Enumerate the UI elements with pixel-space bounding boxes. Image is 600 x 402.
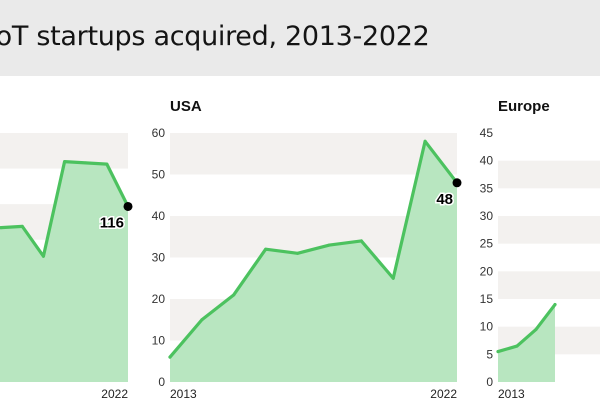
y-tick-label: 20 (152, 292, 166, 306)
y-tick-label: 10 (480, 320, 494, 334)
panel-title: Europe (498, 98, 550, 115)
grid-band (498, 160, 600, 189)
grid-band (170, 133, 457, 175)
panel-title: USA (170, 98, 202, 115)
y-tick-label: 15 (480, 292, 494, 306)
chart-panel-2: USA 0 10 20 30 40 50 60 48 2013 2022 (152, 98, 462, 401)
data-point (41, 254, 45, 258)
chart-panel-3: Europe 0 5 10 15 20 25 30 35 40 45 2013 (480, 98, 600, 401)
data-point (515, 344, 519, 348)
data-point (264, 247, 268, 251)
series-line (496, 302, 557, 354)
y-tick-label: 30 (480, 209, 494, 223)
y-tick-label: 30 (152, 251, 166, 265)
data-point (534, 327, 538, 331)
data-point (391, 276, 395, 280)
y-tick-label: 45 (480, 126, 494, 140)
y-tick-label: 5 (486, 347, 493, 361)
data-point (553, 303, 557, 307)
chart-panel-1: 116 2022 (0, 133, 133, 401)
y-tick-label: 25 (480, 237, 494, 251)
y-tick-label: 60 (152, 126, 166, 140)
y-tick-label: 20 (480, 264, 494, 278)
data-point (105, 162, 109, 166)
data-point (168, 355, 172, 359)
x-tick-label: 2022 (101, 387, 128, 401)
grid-band (498, 271, 600, 299)
y-tick-label: 40 (480, 154, 494, 168)
y-tick-label: 40 (152, 209, 166, 223)
x-tick-label: 2013 (498, 387, 525, 401)
data-point (327, 243, 331, 247)
y-tick-label: 50 (152, 168, 166, 182)
series-line (168, 139, 459, 359)
end-value-label: 116 (100, 214, 124, 231)
grid-band (498, 216, 600, 244)
y-tick-label: 0 (158, 375, 165, 389)
data-point (20, 224, 24, 228)
data-point (232, 293, 236, 297)
data-point (496, 350, 500, 354)
data-point (84, 161, 88, 165)
series-line (0, 160, 130, 258)
title-band: IoT startups acquired, 2013-2022 (0, 0, 600, 76)
end-point-marker (452, 178, 462, 188)
x-tick-label: 2013 (170, 387, 197, 401)
y-tick-label: 10 (152, 334, 166, 348)
page-title: IoT startups acquired, 2013-2022 (0, 21, 430, 52)
end-value-label: 48 (436, 191, 453, 208)
data-point (200, 318, 204, 322)
data-point (296, 251, 300, 255)
data-point (63, 160, 67, 164)
x-tick-label: 2022 (430, 387, 457, 401)
y-tick-label: 0 (486, 375, 493, 389)
data-point (0, 226, 3, 230)
y-tick-label: 35 (480, 181, 494, 195)
series-area (0, 161, 128, 382)
data-point (359, 239, 363, 243)
data-point (423, 139, 427, 143)
end-point-marker (123, 201, 133, 211)
series-area (170, 141, 457, 382)
